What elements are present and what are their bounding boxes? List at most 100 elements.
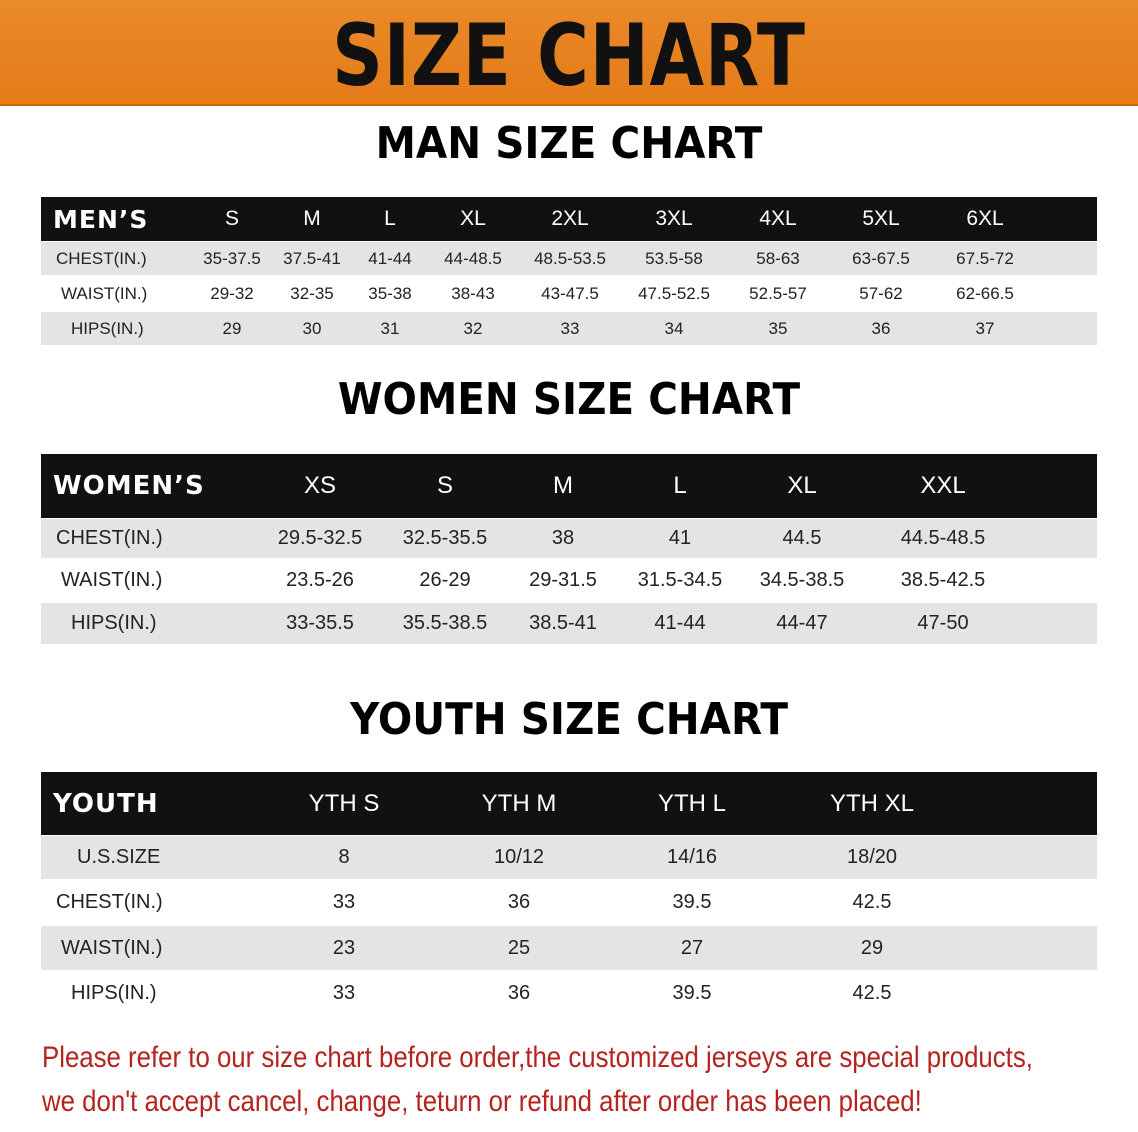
table-cell: 53.5-58 (645, 248, 703, 268)
row-label: HIPS(IN.) (71, 612, 157, 634)
row-label: CHEST(IN.) (56, 248, 147, 268)
row-label: CHEST(IN.) (56, 527, 163, 549)
table-cell: 57-62 (859, 283, 903, 303)
table-header-row: MEN’S S M L XL 2XL 3XL 4XL 5XL 6XL (41, 197, 1097, 241)
table-cell: 25 (507, 936, 531, 959)
table-cell: 52.5-57 (749, 283, 807, 303)
table-row: CHEST(IN.) 33 36 39.5 42.5 (41, 881, 1097, 924)
table-cell: 44.5 (782, 527, 822, 549)
table-cell: 35-37.5 (203, 248, 261, 268)
table-cell: 42.5 (852, 982, 892, 1004)
size-table: MEN’S S M L XL 2XL 3XL 4XL 5XL 6XL CHEST(IN.) 35-37… (41, 197, 1097, 346)
size-header: YTH M (481, 789, 557, 817)
table-cell: 34.5-38.5 (759, 569, 845, 591)
table-cell: 36 (507, 891, 531, 913)
size-table: WOMEN’S XS S M L XL XXL CHEST(IN.) 29.5-32.5 32.5… (41, 454, 1097, 645)
table-cell: 63-67.5 (852, 248, 910, 268)
table-cell: 58-63 (756, 248, 800, 268)
notice-line-1: Please refer to our size chart before or… (42, 1041, 1033, 1074)
header-label: YOUTH (53, 788, 159, 819)
table-cell: 33-35.5 (286, 612, 354, 634)
table-cell: 18/20 (846, 846, 898, 868)
table-cell: 38.5-41 (529, 612, 597, 634)
size-header: M (553, 472, 573, 499)
table-cell: 29 (222, 318, 242, 338)
table-row: WAIST(IN.) 29-32 32-35 35-38 38-43 43-47.5 47.… (41, 277, 1097, 310)
table-cell: 36 (871, 318, 891, 338)
table-row: CHEST(IN.) 35-37.5 37.5-41 41-44 44-48.5 48.5… (41, 242, 1097, 275)
table-cell: 44.5-48.5 (900, 527, 986, 549)
header-label: MEN’S (53, 204, 149, 234)
size-header: 6XL (966, 207, 1004, 230)
table-cell: 41 (668, 527, 692, 549)
table-row: HIPS(IN.) 33-35.5 35.5-38.5 38.5-41 41-44 44-… (41, 603, 1097, 644)
table-cell: 39.5 (672, 891, 712, 913)
table-cell: 47.5-52.5 (638, 283, 710, 303)
table-row: WAIST(IN.) 23.5-26 26-29 29-31.5 31.5-34.5 34… (41, 560, 1097, 601)
table-cell: 29-32 (210, 283, 254, 303)
size-header: S (224, 207, 240, 230)
table-cell: 29 (860, 936, 884, 959)
notice-line-2: we don't accept cancel, change, teturn o… (42, 1085, 922, 1118)
table-cell: 10/12 (493, 846, 545, 868)
table-cell: 29.5-32.5 (277, 527, 363, 549)
table-cell: 62-66.5 (956, 283, 1014, 303)
table-cell: 37 (975, 318, 995, 338)
table-row: WAIST(IN.) 23 25 27 29 (41, 926, 1097, 970)
table-cell: 36 (507, 982, 531, 1004)
size-header: L (673, 472, 687, 499)
table-cell: 32-35 (290, 283, 334, 303)
row-label: U.S.SIZE (77, 846, 161, 868)
table-cell: 14/16 (666, 846, 718, 868)
table-header-row: WOMEN’S XS S M L XL XXL (41, 454, 1097, 518)
size-header: S (436, 472, 454, 499)
table-cell: 67.5-72 (956, 248, 1014, 268)
size-header: XXL (920, 472, 966, 499)
table-cell: 44-47 (776, 612, 828, 634)
table-cell: 38-43 (451, 283, 495, 303)
size-header: M (303, 207, 321, 230)
banner: SIZE CHART (0, 0, 1138, 106)
section-title: YOUTH SIZE CHART (350, 694, 788, 745)
section-title: MAN SIZE CHART (375, 118, 763, 169)
table-cell: 33 (560, 318, 580, 338)
size-header: XL (460, 207, 486, 230)
size-header: 5XL (862, 207, 900, 230)
size-header: 3XL (655, 207, 693, 230)
table-cell: 35-38 (368, 283, 412, 303)
table-cell: 31.5-34.5 (637, 569, 723, 591)
table-cell: 41-44 (654, 612, 706, 634)
size-header: YTH S (308, 789, 380, 817)
table-cell: 48.5-53.5 (534, 248, 606, 268)
table-cell: 41-44 (368, 248, 412, 268)
size-header: XL (787, 472, 817, 499)
table-cell: 8 (338, 846, 350, 868)
table-header-row: YOUTH YTH S YTH M YTH L YTH XL (41, 772, 1097, 835)
table-cell: 43-47.5 (541, 283, 599, 303)
table-cell: 39.5 (672, 982, 712, 1004)
table-row: CHEST(IN.) 29.5-32.5 32.5-35.5 38 41 44.5 44.5… (41, 519, 1097, 558)
notice: Please refer to our size chart before or… (42, 1036, 1117, 1124)
table-cell: 32 (463, 318, 483, 338)
size-header: 2XL (551, 207, 589, 230)
section-title: WOMEN SIZE CHART (337, 374, 801, 425)
table-cell: 35 (768, 318, 788, 338)
table-cell: 26-29 (419, 569, 471, 591)
table-cell: 34 (664, 318, 684, 338)
table-cell: 42.5 (852, 891, 892, 913)
table-cell: 23 (332, 936, 356, 959)
table-cell: 32.5-35.5 (402, 527, 488, 549)
banner-title: SIZE CHART (332, 6, 806, 106)
table-cell: 29-31.5 (529, 569, 597, 591)
table-cell: 38 (551, 527, 575, 549)
table-row: HIPS(IN.) 33 36 39.5 42.5 (41, 972, 1097, 1015)
table-cell: 31 (380, 318, 400, 338)
table-cell: 27 (680, 936, 704, 959)
table-cell: 38.5-42.5 (900, 569, 986, 591)
table-cell: 35.5-38.5 (402, 612, 488, 634)
table-row: HIPS(IN.) 29 30 31 32 33 34 35 36 37 (41, 312, 1097, 345)
row-label: CHEST(IN.) (56, 891, 163, 913)
table-cell: 44-48.5 (444, 248, 502, 268)
table-cell: 47-50 (917, 612, 969, 634)
size-table: YOUTH YTH S YTH M YTH L YTH XL U.S.SIZE 8 10/12… (41, 772, 1097, 1016)
